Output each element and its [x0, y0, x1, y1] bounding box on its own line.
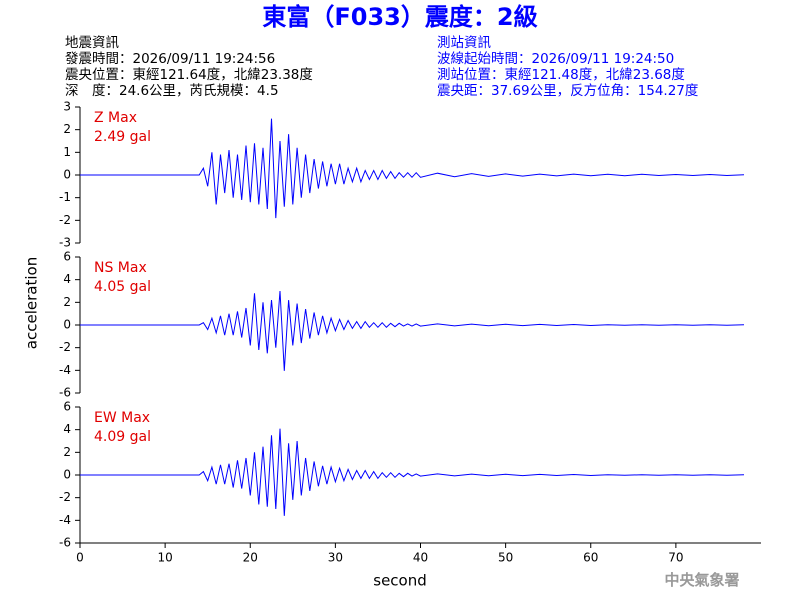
y-tick-label: 0 — [63, 468, 71, 482]
y-tick-label: 3 — [63, 100, 71, 114]
y-tick-label: 2 — [63, 122, 71, 136]
y-tick-label: 6 — [63, 400, 71, 414]
waveform — [80, 428, 745, 516]
x-tick-label: 10 — [157, 551, 172, 565]
y-tick-label: 4 — [63, 422, 71, 436]
waveform — [80, 290, 745, 371]
y-tick-label: 2 — [63, 445, 71, 459]
panel-label: NS Max — [94, 260, 147, 276]
x-tick-label: 70 — [668, 551, 683, 565]
panel-label: Z Max — [94, 110, 137, 126]
info-line: 深 度：24.6公里，芮氏規模：4.5 — [65, 82, 279, 99]
y-axis-label: acceleration — [23, 257, 41, 349]
x-tick-label: 30 — [328, 551, 343, 565]
x-tick-label: 50 — [498, 551, 513, 565]
info-line: 震央位置：東經121.64度，北緯23.38度 — [65, 67, 313, 83]
max-label: 2.49 gal — [94, 129, 151, 145]
x-tick-label: 60 — [583, 551, 598, 565]
y-tick-label: -6 — [59, 536, 71, 550]
station-heading: 測站資訊 — [437, 35, 491, 51]
x-tick-label: 20 — [243, 551, 258, 565]
y-tick-label: 2 — [63, 295, 71, 309]
x-axis-label: second — [373, 572, 427, 590]
y-tick-label: 0 — [63, 168, 71, 182]
station-line: 波線起始時間：2026/09/11 19:24:50 — [437, 51, 674, 67]
footer: 中央氣象署 — [664, 571, 739, 589]
x-tick-label: 40 — [413, 551, 428, 565]
y-tick-label: -6 — [59, 386, 71, 400]
y-tick-label: -2 — [59, 490, 71, 504]
y-tick-label: -4 — [59, 363, 71, 377]
max-label: 4.09 gal — [94, 429, 151, 445]
y-tick-label: 0 — [63, 318, 71, 332]
x-tick-label: 0 — [76, 551, 84, 565]
y-tick-label: -1 — [59, 190, 71, 204]
waveform — [80, 118, 745, 219]
y-tick-label: 6 — [63, 250, 71, 264]
y-tick-label: -3 — [59, 236, 71, 250]
info-line: 發震時間：2026/09/11 19:24:56 — [65, 51, 275, 67]
y-tick-label: -2 — [59, 340, 71, 354]
station-line: 測站位置：東經121.48度，北緯23.68度 — [437, 67, 685, 83]
panel-label: EW Max — [94, 410, 150, 426]
y-tick-label: -4 — [59, 513, 71, 527]
info-heading: 地震資訊 — [65, 35, 119, 51]
y-tick-label: 1 — [63, 145, 71, 159]
station-line: 震央距：37.69公里，反方位角：154.27度 — [437, 83, 698, 99]
max-label: 4.05 gal — [94, 279, 151, 295]
y-tick-label: -2 — [59, 213, 71, 227]
y-tick-label: 4 — [63, 272, 71, 286]
title: 東富（F033）震度：2級 — [262, 3, 537, 31]
